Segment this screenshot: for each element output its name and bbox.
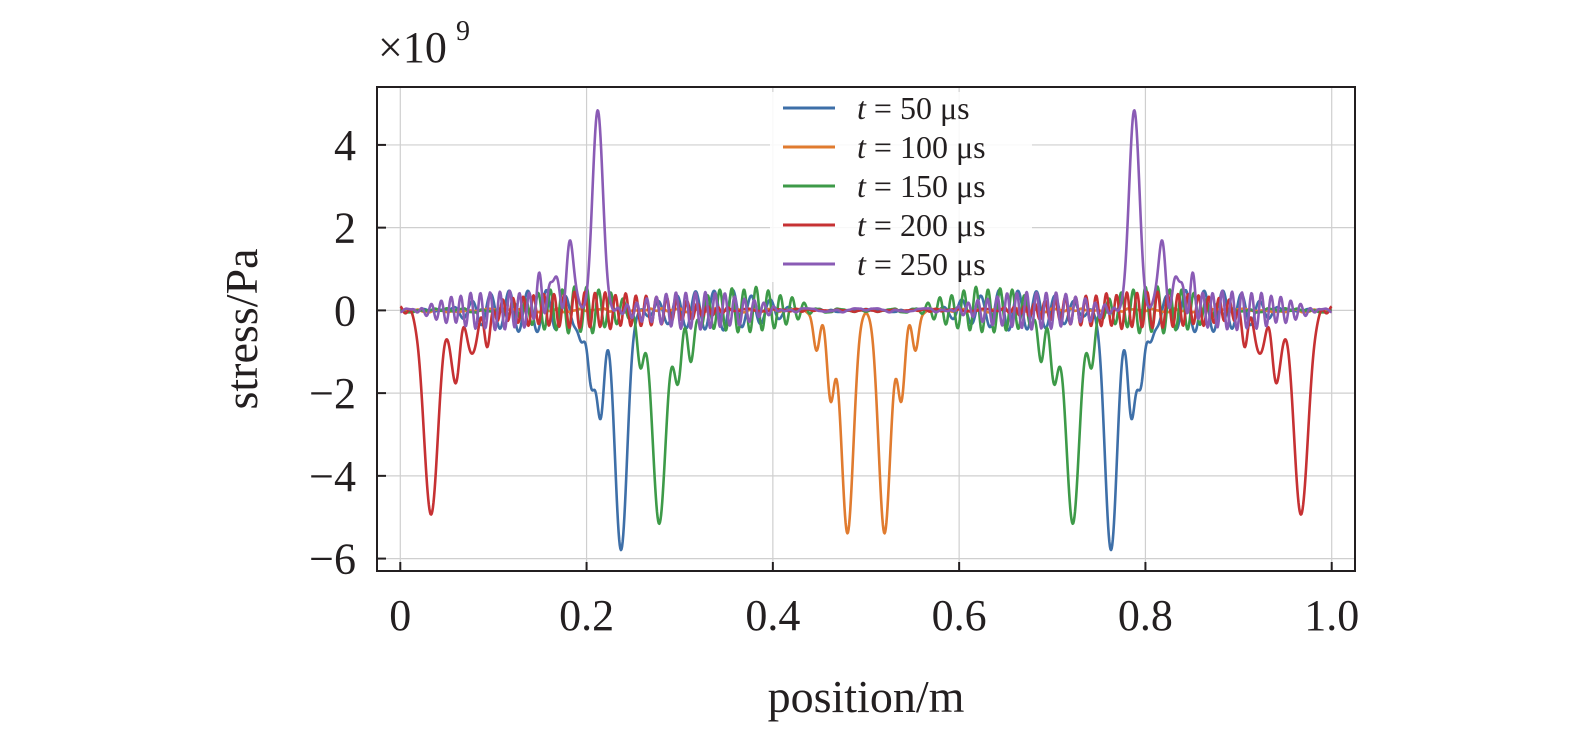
y-tick-label: 2 [334,204,356,253]
x-tick-label: 0.4 [745,591,800,640]
axis-ticks: 0 0.2 0.4 0.6 0.8 1.0 4 2 0 −2 −4 −6 [309,121,1359,640]
y-multiplier-base: ×10 [378,23,447,72]
y-tick-label: −2 [309,369,356,418]
series-lines [399,109,1333,552]
legend-entry: t = 200 μs [857,207,986,243]
series-line [399,288,1333,552]
x-tick-label: 0 [389,591,411,640]
series-line [399,307,1333,535]
y-tick-label: 4 [334,121,356,170]
x-tick-label: 0.8 [1118,591,1173,640]
x-tick-label: 0.2 [559,591,614,640]
legend-entry: t = 50 μs [857,90,970,126]
x-tick-label: 1.0 [1304,591,1359,640]
legend-entry: t = 150 μs [857,168,986,204]
y-tick-label: −6 [309,535,356,584]
legend: t = 50 μst = 100 μst = 150 μst = 200 μst… [770,90,1032,282]
y-tick-label: −4 [309,452,356,501]
y-multiplier-exponent: 9 [456,16,470,47]
plot-frame [376,86,1356,572]
series-line [399,109,1333,332]
legend-entry: t = 100 μs [857,129,986,165]
y-tick-label: 0 [334,286,356,335]
y-axis-label: stress/Pa [216,249,267,410]
legend-entry: t = 250 μs [857,246,986,282]
x-tick-label: 0.6 [932,591,987,640]
x-axis-label: position/m [768,671,965,722]
